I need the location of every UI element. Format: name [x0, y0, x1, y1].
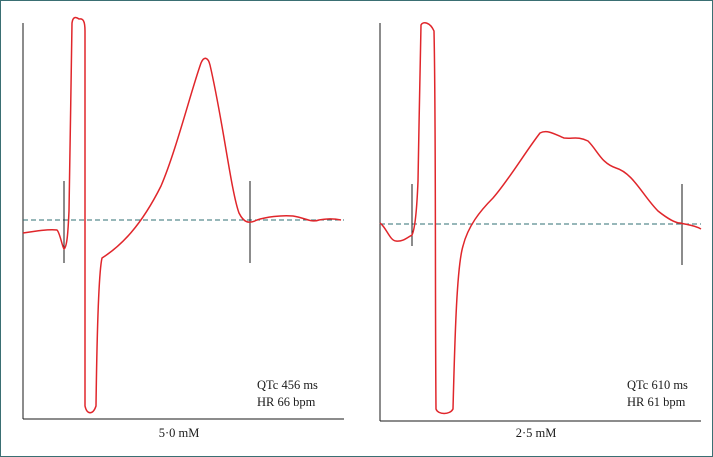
concentration-label: 2·5 mM	[515, 426, 557, 440]
ecg-trace	[22, 16, 342, 414]
ecg-panel-5mM: QTc 456 ms HR 66 bpm 5·0 mM	[1, 1, 357, 456]
hr-label: HR 61 bpm	[627, 395, 686, 409]
qtc-label: QTc 610 ms	[627, 378, 688, 392]
ecg-plot-2-5mM	[379, 22, 702, 422]
qtc-label: QTc 456 ms	[257, 378, 318, 392]
hr-label: HR 66 bpm	[257, 395, 316, 409]
ecg-trace	[379, 22, 702, 415]
ecg-panel-2-5mM: QTc 610 ms HR 61 bpm 2·5 mM	[358, 1, 713, 456]
ecg-plot-5mM	[22, 16, 344, 420]
concentration-label: 5·0 mM	[158, 426, 200, 440]
